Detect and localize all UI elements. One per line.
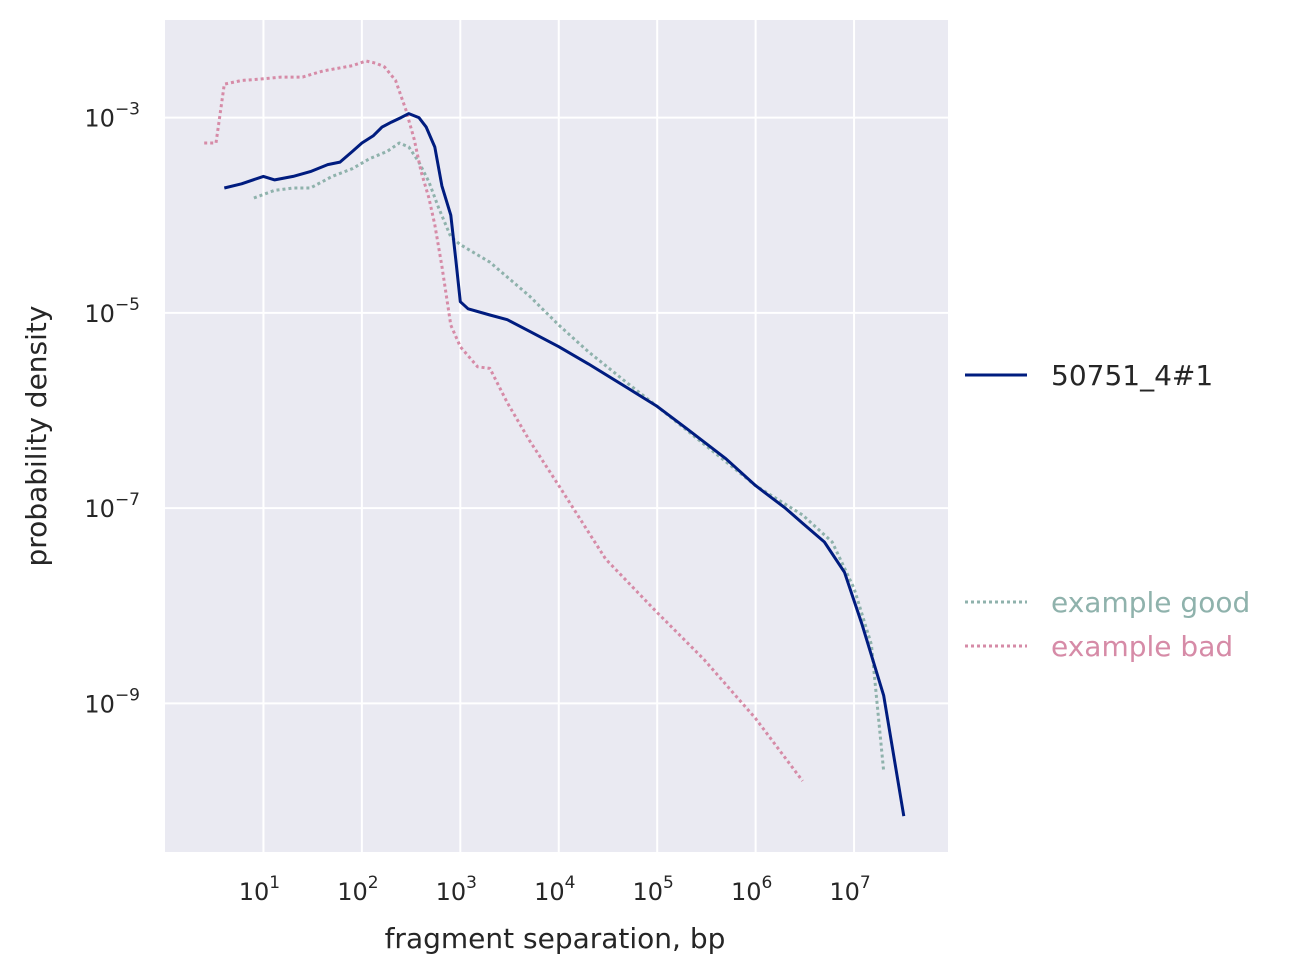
- x-tick-label-1: 102: [337, 873, 378, 906]
- grid: [165, 20, 948, 852]
- series-line-0: [223, 112, 906, 817]
- x-tick-label-6: 107: [829, 873, 870, 906]
- legend-label-1: example good: [1051, 586, 1250, 619]
- y-tick-label-0: 10−3: [84, 100, 140, 133]
- x-tick-label-3: 104: [534, 873, 575, 906]
- x-tick-label-4: 105: [633, 873, 674, 906]
- legend-label-2: example bad: [1051, 630, 1233, 663]
- x-tick-label-2: 103: [436, 873, 477, 906]
- plot-background: [165, 20, 948, 852]
- x-axis-label: fragment separation, bp: [385, 922, 726, 955]
- series-lines: [204, 59, 906, 817]
- x-tick-label-5: 106: [731, 873, 772, 906]
- y-axis-ticks: 10−3 10−5 10−7 10−9: [84, 100, 140, 719]
- legend-label-0: 50751_4#1: [1051, 359, 1213, 392]
- y-tick-label-1: 10−5: [84, 295, 140, 328]
- x-tick-label-0: 101: [239, 873, 280, 906]
- x-axis-ticks: 101 102 103 104 105 106 107: [239, 873, 871, 906]
- y-tick-label-3: 10−9: [84, 685, 140, 718]
- series-line-2: [204, 59, 804, 782]
- y-axis-label: probability density: [20, 306, 53, 567]
- y-tick-label-2: 10−7: [84, 490, 140, 523]
